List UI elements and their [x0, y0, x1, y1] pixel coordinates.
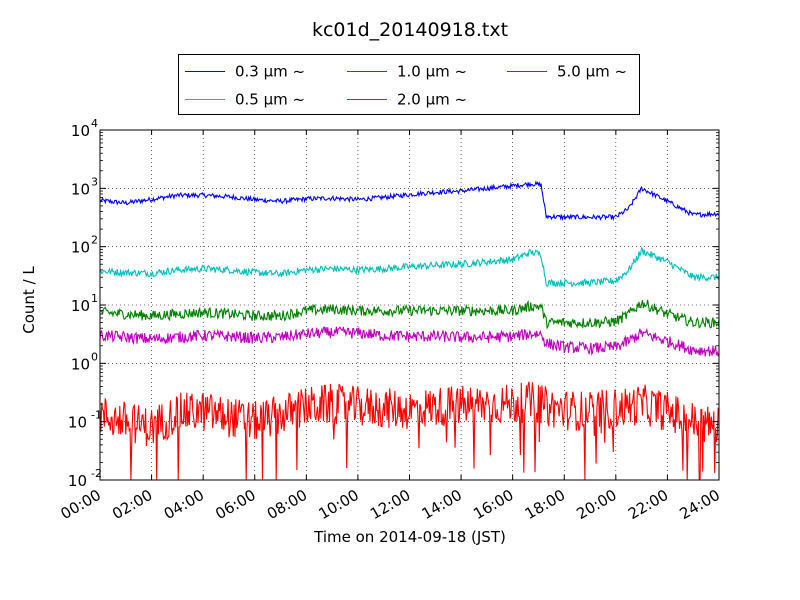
legend-swatch: [185, 99, 225, 100]
legend-swatch: [507, 71, 547, 72]
legend-swatch: [347, 99, 387, 100]
legend-label: 2.0 µm ~: [397, 90, 468, 109]
legend-item-0.5um: 0.5 µm ~: [185, 90, 306, 109]
legend-label: 0.3 µm ~: [235, 62, 306, 81]
x-tick-label: 08:00: [264, 486, 310, 523]
legend-item-0.3um: 0.3 µm ~: [185, 62, 306, 81]
y-tick-label: 10: [71, 239, 90, 257]
x-tick-label: 22:00: [625, 486, 671, 523]
x-tick-label: 20:00: [573, 486, 619, 523]
series-line-0.5um: [99, 246, 720, 288]
legend: 0.3 µm ~ 0.5 µm ~ 1.0 µm ~ 2.0 µm ~ 5.0 …: [178, 54, 640, 115]
x-tick-label: 14:00: [419, 486, 465, 523]
legend-item-2.0um: 2.0 µm ~: [347, 90, 468, 109]
x-tick-label: 24:00: [677, 486, 723, 523]
series-line-0.3um: [99, 180, 720, 222]
x-tick-label: 04:00: [161, 486, 207, 523]
y-axis-label: Count / L: [20, 266, 38, 334]
x-tick-label: 02:00: [109, 486, 155, 523]
y-tick-label: 10: [68, 472, 87, 490]
legend-swatch: [347, 71, 387, 72]
y-tick-label-exponent: -2: [91, 467, 102, 480]
legend-label: 0.5 µm ~: [235, 90, 306, 109]
x-tick-label: 12:00: [367, 486, 413, 523]
y-tick-label-exponent: 2: [91, 234, 98, 247]
y-tick-label: 10: [71, 180, 90, 198]
y-tick-label: 10: [71, 297, 90, 315]
legend-label: 5.0 µm ~: [557, 62, 628, 81]
x-tick-label: 00:00: [58, 486, 104, 523]
x-tick-label: 18:00: [522, 486, 568, 523]
x-axis-label: Time on 2014-09-18 (JST): [314, 528, 506, 546]
series-line-2.0um: [99, 326, 720, 357]
legend-item-1.0um: 1.0 µm ~: [347, 62, 468, 81]
series-line-1.0um: [99, 299, 720, 330]
x-tick-label: 16:00: [470, 486, 516, 523]
y-tick-label-exponent: -1: [91, 409, 102, 422]
legend-swatch: [185, 71, 225, 72]
y-tick-label-exponent: 0: [91, 350, 98, 363]
chart-title: kc01d_20140918.txt: [311, 19, 509, 41]
y-tick-label: 10: [71, 355, 90, 373]
y-tick-label-exponent: 3: [91, 175, 98, 188]
series-line-5.0um: [99, 381, 720, 481]
x-tick-label: 06:00: [212, 486, 258, 523]
y-tick-label-exponent: 1: [91, 292, 98, 305]
y-tick-label-exponent: 4: [91, 117, 98, 130]
y-tick-label: 10: [68, 414, 87, 432]
legend-item-5.0um: 5.0 µm ~: [507, 62, 628, 81]
y-tick-label: 10: [71, 122, 90, 140]
legend-label: 1.0 µm ~: [397, 62, 468, 81]
x-tick-label: 10:00: [315, 486, 361, 523]
